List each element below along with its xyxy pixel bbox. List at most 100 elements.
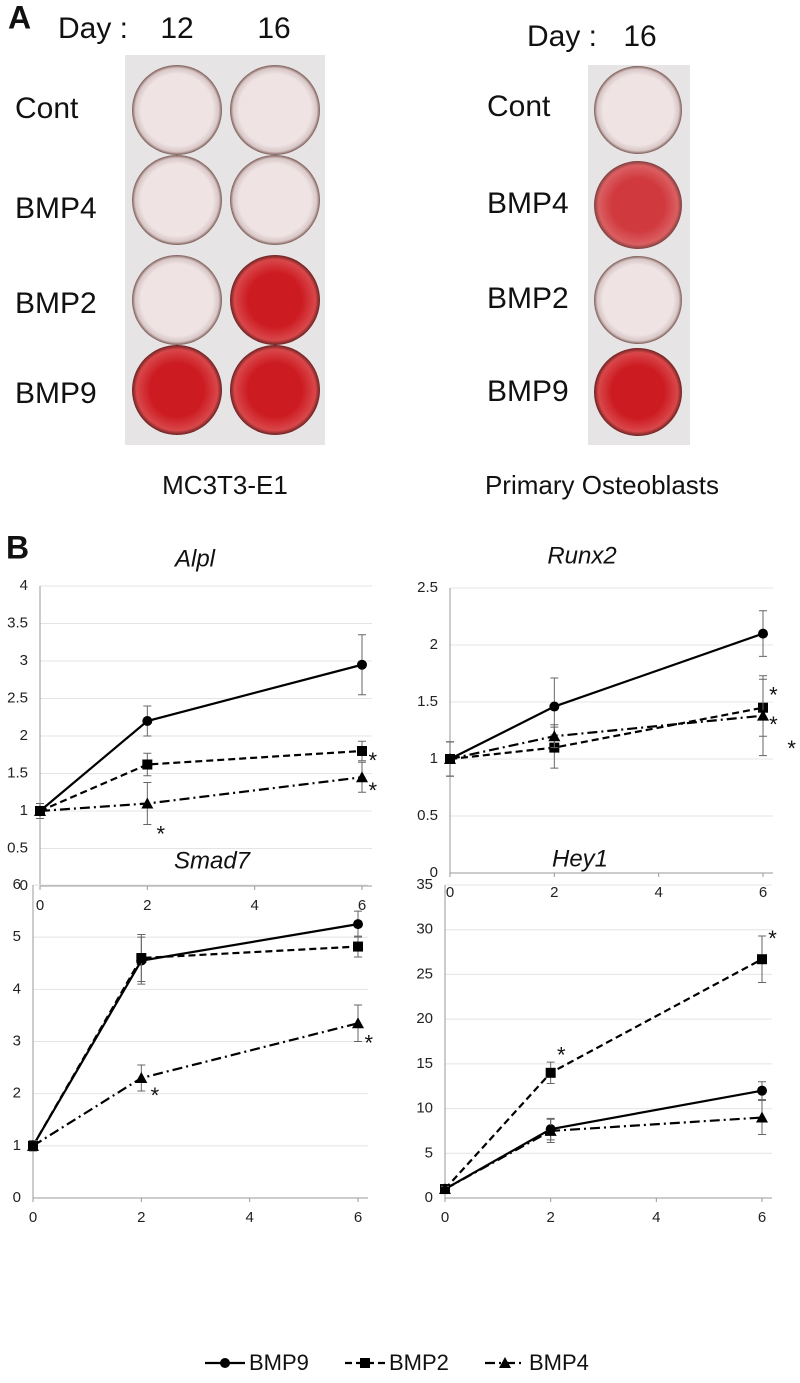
well: [594, 66, 682, 154]
annotation: *: [365, 1031, 374, 1056]
x-tick-label: 6: [758, 1209, 766, 1226]
y-tick-label: 2.5: [417, 579, 438, 596]
marker: [545, 1067, 556, 1078]
marker: [357, 659, 367, 670]
chart-title: Smad7: [174, 847, 252, 874]
y-tick-label: 25: [416, 965, 433, 982]
x-tick-label: 4: [245, 1209, 253, 1226]
x-tick-label: 0: [446, 884, 454, 901]
legend-marker: [360, 1358, 370, 1368]
row-label: BMP4: [15, 192, 97, 225]
well: [594, 348, 682, 436]
annotation: *: [769, 712, 778, 737]
y-tick-label: 0: [20, 877, 28, 894]
row-label: BMP2: [15, 287, 97, 320]
marker: [758, 628, 768, 639]
marker: [353, 941, 363, 952]
legend-label: BMP2: [389, 1350, 449, 1375]
y-tick-label: 1: [20, 802, 28, 819]
well: [230, 65, 320, 155]
y-tick-label: 3: [20, 652, 28, 669]
row-label: BMP2: [487, 282, 569, 315]
day: 16: [257, 12, 290, 45]
y-tick-label: 3: [13, 1032, 21, 1049]
marker: [439, 1183, 451, 1195]
day: 16: [623, 20, 656, 53]
y-tick-label: 0: [425, 1189, 433, 1206]
marker: [352, 1017, 364, 1029]
well: [132, 255, 222, 345]
panel-label: B: [6, 529, 29, 565]
y-tick-label: 1: [13, 1137, 21, 1154]
chart: Alpl 0 0.5 1 1.5 2 2.5 3 3.5 4 0 2 4 6 * * *: [7, 545, 377, 914]
marker: [27, 1139, 39, 1151]
series-line: [444, 958, 763, 1190]
y-tick-label: 6: [13, 876, 21, 893]
day-label: Day :: [58, 12, 128, 45]
y-tick-label: 4: [13, 980, 21, 997]
legend-marker: [499, 1357, 511, 1368]
legend-label: BMP4: [529, 1350, 589, 1375]
x-tick-label: 0: [36, 897, 44, 914]
day-label: Day :: [527, 20, 597, 53]
annotation: *: [557, 1042, 566, 1067]
row-label: Cont: [487, 90, 551, 123]
x-tick-label: 0: [441, 1209, 449, 1226]
annotation: *: [769, 682, 778, 707]
marker: [356, 771, 368, 783]
x-tick-label: 2: [546, 1209, 554, 1226]
y-tick-label: 1: [430, 750, 438, 767]
x-tick-label: 4: [250, 897, 258, 914]
y-tick-label: 5: [425, 1144, 433, 1161]
y-tick-label: 2: [13, 1085, 21, 1102]
series-line: [39, 663, 363, 812]
series-line: [39, 749, 363, 813]
y-tick-label: 35: [416, 876, 433, 893]
legend-label: BMP9: [249, 1350, 309, 1375]
chart: Runx2 0 0.5 1 1.5 2 2.5 0 2 4 6 * * *: [417, 542, 796, 901]
annotation: *: [768, 926, 777, 951]
well: [594, 161, 682, 249]
x-tick-label: 6: [358, 897, 366, 914]
row-label: BMP4: [487, 187, 569, 220]
marker: [135, 1072, 148, 1084]
y-tick-label: 20: [416, 1010, 433, 1027]
x-tick-label: 2: [550, 884, 558, 901]
annotation: *: [151, 1083, 160, 1108]
caption: Primary Osteoblasts: [485, 470, 719, 500]
y-tick-label: 5: [13, 928, 21, 945]
marker: [353, 919, 363, 930]
annotation: *: [787, 736, 796, 761]
chart-title: Alpl: [173, 545, 216, 572]
series-line: [444, 1089, 763, 1191]
marker: [756, 1111, 768, 1123]
y-tick-label: 10: [416, 1100, 433, 1117]
well: [594, 256, 682, 344]
x-tick-label: 2: [143, 897, 151, 914]
series-line: [449, 706, 764, 761]
row-label: BMP9: [15, 377, 97, 410]
row-label: BMP9: [487, 375, 569, 408]
well: [230, 255, 320, 345]
x-tick-label: 6: [354, 1209, 362, 1226]
marker: [136, 953, 147, 964]
row-label: Cont: [15, 92, 79, 125]
well: [132, 65, 222, 155]
marker: [544, 1124, 557, 1136]
y-tick-label: 1.5: [7, 764, 28, 781]
x-tick-label: 4: [654, 884, 662, 901]
x-tick-label: 6: [759, 884, 767, 901]
marker: [141, 797, 154, 809]
marker: [757, 1085, 767, 1096]
series-line: [449, 632, 764, 760]
marker: [444, 753, 456, 764]
y-tick-label: 3.5: [7, 614, 28, 631]
annotation: *: [368, 748, 377, 773]
series-line: [39, 776, 363, 813]
marker: [357, 746, 367, 756]
marker: [142, 759, 153, 770]
y-tick-label: 4: [20, 577, 28, 594]
series-line: [32, 945, 359, 1147]
